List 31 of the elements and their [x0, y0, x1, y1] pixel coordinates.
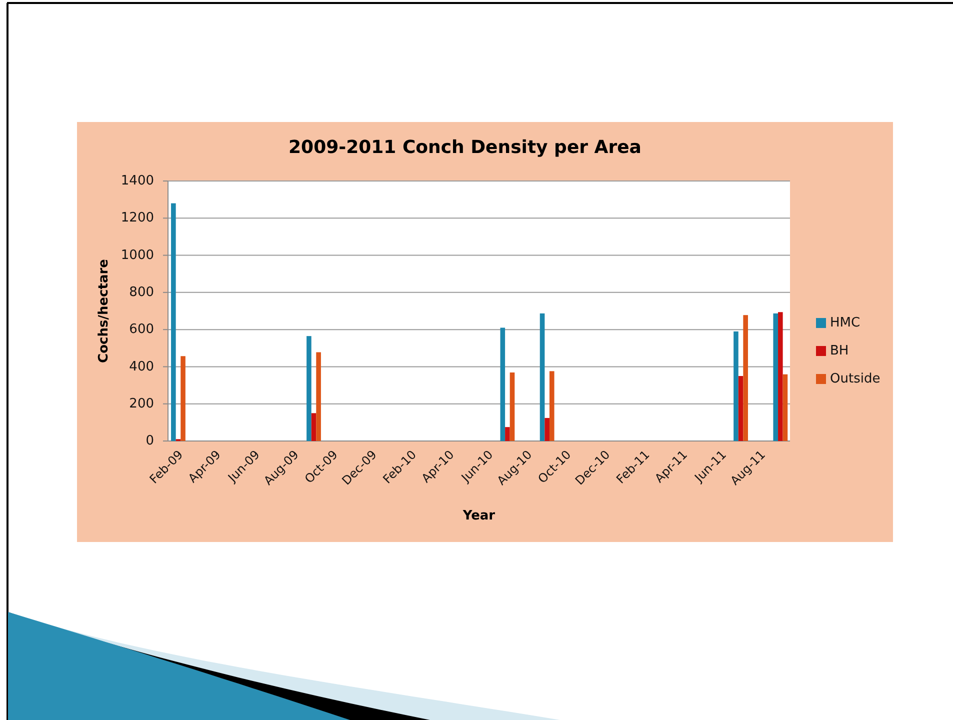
y-tick-label: 1400: [120, 174, 154, 189]
x-axis-title: Year: [462, 508, 496, 524]
legend-label: HMC: [830, 316, 860, 331]
y-axis-title: Cochs/hectare: [96, 258, 112, 363]
y-tick-label: 600: [129, 322, 154, 338]
bar: [544, 418, 550, 441]
bar: [540, 313, 545, 441]
legend-label: BH: [830, 344, 849, 359]
bar: [180, 356, 186, 441]
bar: [734, 331, 738, 441]
y-tick-label: 1200: [120, 210, 154, 226]
bar: [500, 328, 506, 441]
bar: [171, 203, 176, 441]
y-tick-label: 200: [129, 396, 154, 412]
y-tick-label: 800: [129, 284, 154, 300]
bar: [316, 352, 321, 441]
bar: [505, 427, 510, 441]
bar: [311, 413, 316, 441]
legend-label: Outside: [830, 372, 880, 387]
bar: [738, 376, 744, 441]
bar: [773, 313, 778, 441]
bar: [778, 312, 783, 441]
bar: [306, 336, 312, 441]
bar: [510, 372, 515, 441]
y-tick-label: 400: [129, 359, 154, 374]
chart-title: 2009-2011 Conch Density per Area: [288, 136, 642, 158]
bar: [782, 374, 788, 441]
bar: [743, 315, 748, 441]
bar: [549, 371, 554, 441]
y-tick-label: 0: [146, 434, 154, 449]
y-tick-label: 1000: [120, 248, 154, 263]
